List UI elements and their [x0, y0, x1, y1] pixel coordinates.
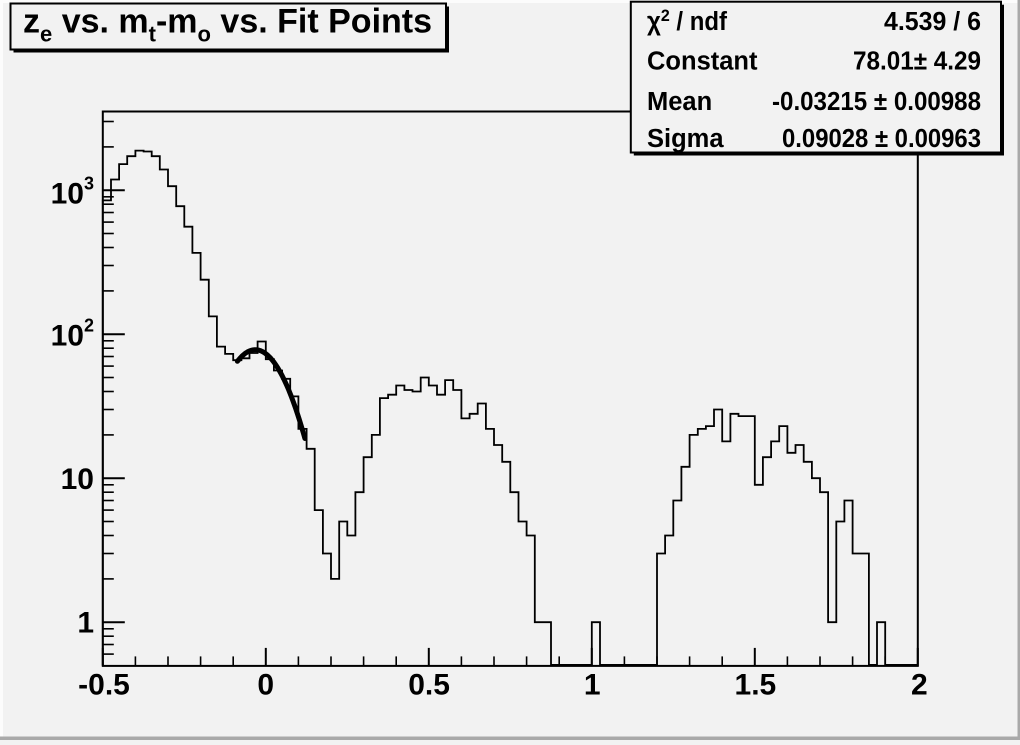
- svg-text:Sigma: Sigma: [647, 125, 724, 153]
- svg-text:10: 10: [61, 463, 94, 496]
- svg-text:4.539 / 6: 4.539 / 6: [884, 8, 981, 36]
- svg-text:-0.03215 ± 0.00988: -0.03215 ± 0.00988: [772, 88, 981, 116]
- svg-text:1: 1: [584, 668, 601, 701]
- svg-text:2: 2: [911, 668, 928, 701]
- svg-text:Mean: Mean: [647, 88, 712, 116]
- svg-text:78.01± 4.29: 78.01± 4.29: [853, 48, 981, 76]
- svg-text:0: 0: [257, 668, 274, 701]
- svg-text:χ2 / ndf: χ2 / ndf: [647, 6, 727, 36]
- svg-text:1: 1: [77, 606, 94, 639]
- svg-text:-0.5: -0.5: [78, 668, 130, 701]
- svg-text:Constant: Constant: [647, 48, 758, 76]
- svg-text:ze vs. mt-mo vs. Fit Points: ze vs. mt-mo vs. Fit Points: [23, 3, 432, 47]
- svg-text:0.09028 ± 0.00963: 0.09028 ± 0.00963: [782, 125, 981, 153]
- svg-text:0.5: 0.5: [408, 668, 450, 701]
- svg-text:1.5: 1.5: [735, 668, 777, 701]
